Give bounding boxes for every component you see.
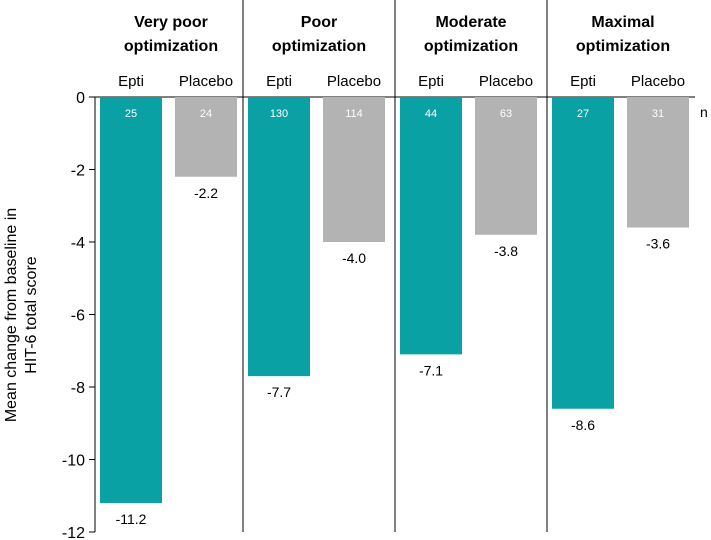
bar-value-label: -7.1 [419,362,443,378]
y-axis-title: Mean change from baseline in HIT-6 total … [3,208,40,422]
group-title-line: optimization [576,38,670,55]
bar-placebo [475,97,537,235]
y-tick-label: -10 [62,453,85,470]
group-title-line: optimization [424,38,518,55]
group-title-line: optimization [272,38,366,55]
bar-placebo [175,97,237,177]
bar-placebo [627,97,689,228]
bar-value-label: -3.8 [494,243,518,259]
bar-n-label: 24 [200,108,212,120]
bar-n-label: 27 [577,108,589,120]
bar-epti [248,97,310,377]
bar-n-label: 31 [652,108,664,120]
bar-epti [100,97,162,503]
group-title-line: Moderate [435,14,506,31]
bar-value-label: -7.7 [267,384,291,400]
y-tick-label: -8 [71,380,85,397]
bar-value-label: -4.0 [342,250,366,266]
y-axis-title-line-2: HIT-6 total score [23,256,40,373]
condition-label: Epti [570,73,596,90]
y-tick-label: 0 [76,90,85,107]
y-axis-title-line-1: Mean change from baseline in [3,208,20,422]
bar-placebo [323,97,385,242]
y-tick-label: -4 [71,235,85,252]
group-title-line: Maximal [591,14,654,31]
condition-label: Placebo [631,73,685,90]
bar-value-label: -3.6 [646,236,670,252]
y-tick-label: -6 [71,308,85,325]
condition-label: Epti [266,73,292,90]
bar-n-label: 130 [270,108,288,120]
bar-epti [552,97,614,409]
bar-n-label: 114 [345,108,363,120]
bar-n-label: 25 [125,108,137,120]
n-axis-label: n [700,104,708,120]
group-title-line: Poor [301,14,337,31]
group-title-line: optimization [124,38,218,55]
bar-value-label: -8.6 [571,417,595,433]
bar-n-label: 63 [500,108,512,120]
y-tick-label: -12 [62,525,85,540]
condition-label: Epti [418,73,444,90]
bar-value-label: -2.2 [194,185,218,201]
group-title-line: Very poor [134,14,208,31]
condition-label: Placebo [479,73,533,90]
bar-value-label: -11.2 [116,511,147,527]
y-tick-label: -2 [71,163,85,180]
bar-n-label: 44 [425,108,437,120]
condition-label: Placebo [327,73,381,90]
condition-label: Epti [118,73,144,90]
bar-epti [400,97,462,355]
condition-label: Placebo [179,73,233,90]
